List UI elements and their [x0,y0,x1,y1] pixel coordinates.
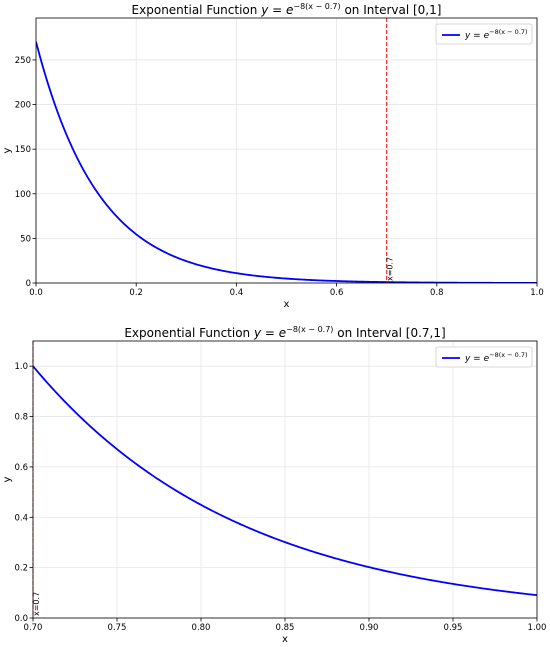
y-axis-label: y [2,147,13,153]
legend-label-math: y = e [464,31,490,41]
y-tick-label: 250 [15,56,31,66]
chart-title-suffix: on Interval [0.7,1] [333,326,445,340]
legend-label-exponent: −8(x − 0.7) [489,351,527,359]
x-tick-label: 0.70 [24,623,43,633]
y-tick-label: 0.8 [14,413,28,423]
chart-panel-1: Exponential Function y = e−8(x − 0.7) on… [2,2,544,310]
series-line [36,41,537,283]
legend: y = e−8(x − 0.7) [435,346,533,368]
x-tick-label: 0.2 [129,288,143,298]
y-tick-label: 200 [15,101,31,111]
y-axis-label: y [2,476,13,482]
chart-title-math: y = e [260,3,293,17]
series-line [33,365,537,597]
y-tick-label: 0.4 [14,513,28,523]
x-tick-label: 0.0 [29,288,43,298]
legend-label-exponent: −8(x − 0.7) [489,28,527,36]
y-tick-label: 100 [15,190,31,200]
x-tick-label: 1.00 [528,623,547,633]
chart-title: Exponential Function y = e−8(x − 0.7) on… [132,2,442,17]
y-tick-label: 1.0 [14,362,28,372]
y-tick-label: 50 [20,234,31,244]
y-tick-label: 150 [15,145,31,155]
chart-title-exponent: −8(x − 0.7) [293,2,340,11]
x-tick-label: 0.90 [360,623,379,633]
x-tick-label: 0.95 [444,623,463,633]
x-tick-label: 0.85 [276,623,295,633]
x-tick-label: 0.6 [330,288,344,298]
chart-title-exponent: −8(x − 0.7) [286,325,333,334]
x-axis-label: x [282,634,288,645]
chart-title-prefix: Exponential Function [124,326,254,340]
x-axis-label: x [284,299,290,310]
y-tick-label: 0.2 [14,564,28,574]
legend-box [435,23,533,45]
chart-title: Exponential Function y = e−8(x − 0.7) on… [124,325,445,340]
legend-box [435,346,533,368]
y-tick-label: 0.6 [14,463,28,473]
axes-frame [35,17,538,284]
chart-panel-2: Exponential Function y = e−8(x − 0.7) on… [2,325,546,645]
legend: y = e−8(x − 0.7) [435,23,533,45]
vline-label: x=0.7 [32,592,41,616]
chart-title-suffix: on Interval [0,1] [341,3,442,17]
y-tick-label: 0.0 [14,614,28,624]
chart-title-math: y = e [253,326,286,340]
legend-label: y = e−8(x − 0.7) [464,351,528,364]
x-tick-label: 0.8 [430,288,444,298]
legend-label-math: y = e [464,354,490,364]
vline-label: x=0.7 [386,257,395,281]
x-tick-label: 1.0 [530,288,544,298]
x-tick-label: 0.80 [192,623,211,633]
chart-title-prefix: Exponential Function [132,3,262,17]
y-tick-label: 0 [26,279,31,289]
x-tick-label: 0.4 [230,288,244,298]
legend-label: y = e−8(x − 0.7) [464,28,528,41]
x-tick-label: 0.75 [108,623,127,633]
